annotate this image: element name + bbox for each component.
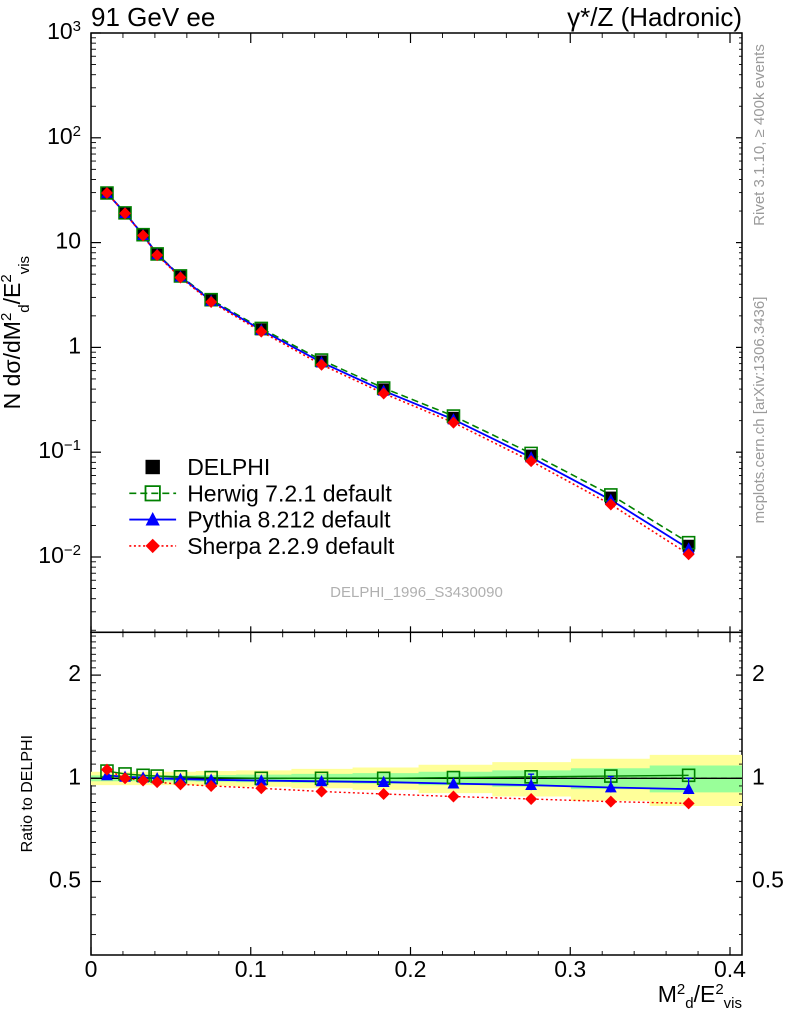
svg-text:Rivet 3.1.10, ≥ 400k events: Rivet 3.1.10, ≥ 400k events [751,44,768,226]
svg-text:0.5: 0.5 [752,866,784,892]
svg-text:1: 1 [68,763,81,789]
svg-text:mcplots.cern.ch [arXiv:1306.34: mcplots.cern.ch [arXiv:1306.3436] [751,297,768,524]
svg-text:Sherpa 2.2.9 default: Sherpa 2.2.9 default [187,533,395,559]
svg-text:DELPHI: DELPHI [187,454,270,480]
svg-text:Ratio to DELPHI: Ratio to DELPHI [19,735,36,852]
svg-text:1: 1 [752,763,765,789]
svg-text:0.1: 0.1 [235,956,267,982]
svg-text:0.5: 0.5 [49,866,81,892]
svg-text:γ*/Z (Hadronic): γ*/Z (Hadronic) [567,2,742,32]
svg-text:0.2: 0.2 [395,956,427,982]
svg-text:2: 2 [752,660,765,686]
svg-text:0: 0 [85,956,98,982]
svg-text:91 GeV ee: 91 GeV ee [91,2,215,32]
svg-text:0.3: 0.3 [554,956,586,982]
svg-text:DELPHI_1996_S3430090: DELPHI_1996_S3430090 [330,584,503,601]
svg-text:Herwig 7.2.1 default: Herwig 7.2.1 default [187,480,392,506]
svg-text:Pythia 8.212 default: Pythia 8.212 default [187,507,391,533]
svg-text:10: 10 [55,228,81,254]
svg-text:0.4: 0.4 [714,956,746,982]
svg-text:2: 2 [68,660,81,686]
svg-text:1: 1 [68,332,81,358]
